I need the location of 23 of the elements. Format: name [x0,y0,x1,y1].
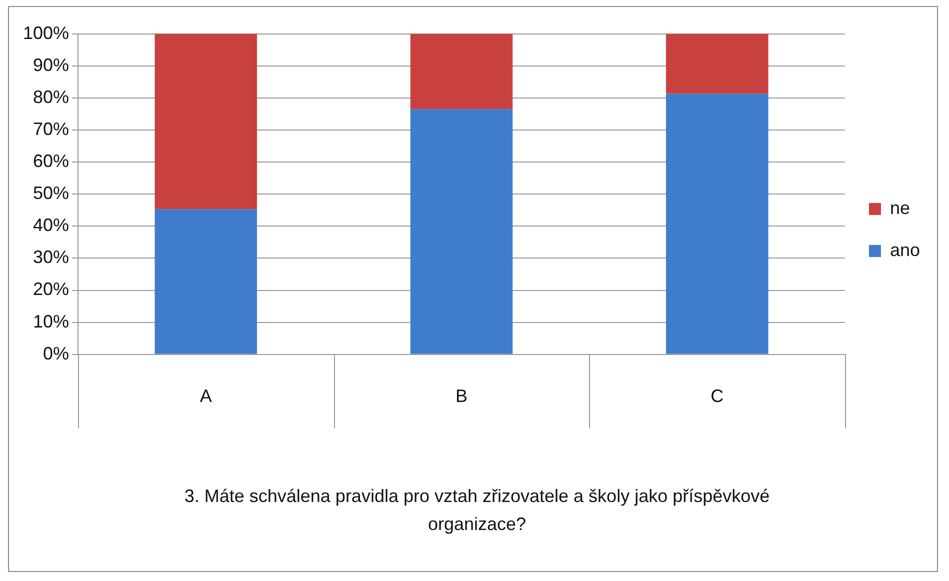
y-tick-label: 60% [33,151,70,172]
legend-label: ano [890,240,920,260]
y-tick-label: 40% [33,215,70,236]
y-tick-label: 90% [33,54,70,75]
bar [154,34,257,210]
y-tick-label: 100% [22,22,70,43]
y-tick-label: 70% [33,118,70,139]
x-axis-title: 3. Máte schválena pravidla pro vztah zřizovatele a školy jako příspěvkové organizace? [183,485,771,536]
x-tick-label: C [710,386,724,406]
x-tick-label: A [200,386,212,406]
bar [154,209,257,354]
y-tick-label: 20% [33,279,70,300]
y-tick-label: 10% [33,311,70,332]
y-tick-label: 30% [33,247,70,268]
bar [666,34,768,94]
bar [410,109,513,354]
bar [410,34,513,110]
y-tick-label: 50% [33,183,70,204]
y-tick-label: 0% [43,343,70,364]
legend-label: ne [890,198,910,218]
bar [666,94,768,354]
y-tick-label: 80% [33,86,70,107]
x-tick-label: B [455,386,468,406]
